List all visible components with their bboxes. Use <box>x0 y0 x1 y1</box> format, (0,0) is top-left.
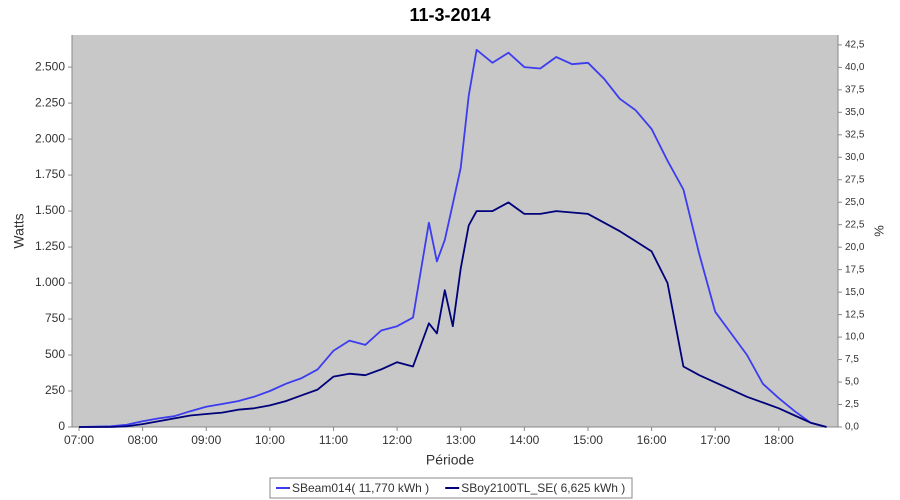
plot-area <box>72 35 838 427</box>
y-tick-label: 1.750 <box>35 167 65 181</box>
y2-tick-label: 17,5 <box>845 264 865 275</box>
y-tick-label: 2.250 <box>35 95 65 109</box>
y2-tick-label: 40,0 <box>845 62 865 73</box>
y2-tick-label: 35,0 <box>845 107 865 118</box>
y2-tick-label: 22,5 <box>845 219 865 230</box>
data-line <box>79 201 827 428</box>
x-tick-label: 17:00 <box>700 433 730 447</box>
y-tick-label: 0 <box>58 419 65 433</box>
y2-tick-label: 37,5 <box>845 84 865 95</box>
y-tick-label: 1.500 <box>35 203 65 217</box>
y-tick-label: 1.250 <box>35 239 65 253</box>
x-tick-label: 13:00 <box>446 433 476 447</box>
y2-tick-label: 25,0 <box>845 197 865 208</box>
x-tick-label: 15:00 <box>573 433 603 447</box>
y2-axis-label: % <box>871 225 886 237</box>
y-tick-label: 500 <box>45 347 65 361</box>
y2-tick-label: 15,0 <box>845 287 865 298</box>
y2-tick-label: 7,5 <box>845 354 859 365</box>
y-tick-label: 2.500 <box>35 59 65 73</box>
y-axis-label: Watts <box>11 213 27 248</box>
y-tick-label: 2.000 <box>35 131 65 145</box>
y2-tick-label: 0,0 <box>845 422 859 433</box>
x-tick-label: 16:00 <box>637 433 667 447</box>
x-axis-label: Période <box>426 452 474 468</box>
y2-tick-label: 20,0 <box>845 242 865 253</box>
chart-title: 11-3-2014 <box>409 5 490 25</box>
x-tick-label: 11:00 <box>319 433 348 447</box>
x-tick-label: 09:00 <box>191 433 221 447</box>
x-tick-label: 12:00 <box>382 433 412 447</box>
x-tick-label: 18:00 <box>764 433 794 447</box>
y2-tick-label: 27,5 <box>845 174 865 185</box>
y-tick-label: 750 <box>45 311 65 325</box>
y-tick-label: 1.000 <box>35 275 65 289</box>
y2-tick-label: 5,0 <box>845 377 859 388</box>
x-tick-label: 08:00 <box>128 433 158 447</box>
data-line <box>78 48 827 428</box>
legend-label: SBoy2100TL_SE( 6,625 kWh ) <box>461 481 625 495</box>
x-tick-label: 10:00 <box>255 433 285 447</box>
y-tick-label: 250 <box>45 383 65 397</box>
x-tick-label: 14:00 <box>509 433 539 447</box>
y2-tick-label: 32,5 <box>845 129 865 140</box>
y2-tick-label: 12,5 <box>845 309 865 320</box>
legend-label: SBeam014( 11,770 kWh ) <box>292 481 429 495</box>
y2-tick-label: 10,0 <box>845 332 865 343</box>
y2-tick-label: 30,0 <box>845 152 865 163</box>
y2-tick-label: 42,5 <box>845 40 865 51</box>
x-tick-label: 07:00 <box>64 433 94 447</box>
y2-tick-label: 2,5 <box>845 399 859 410</box>
